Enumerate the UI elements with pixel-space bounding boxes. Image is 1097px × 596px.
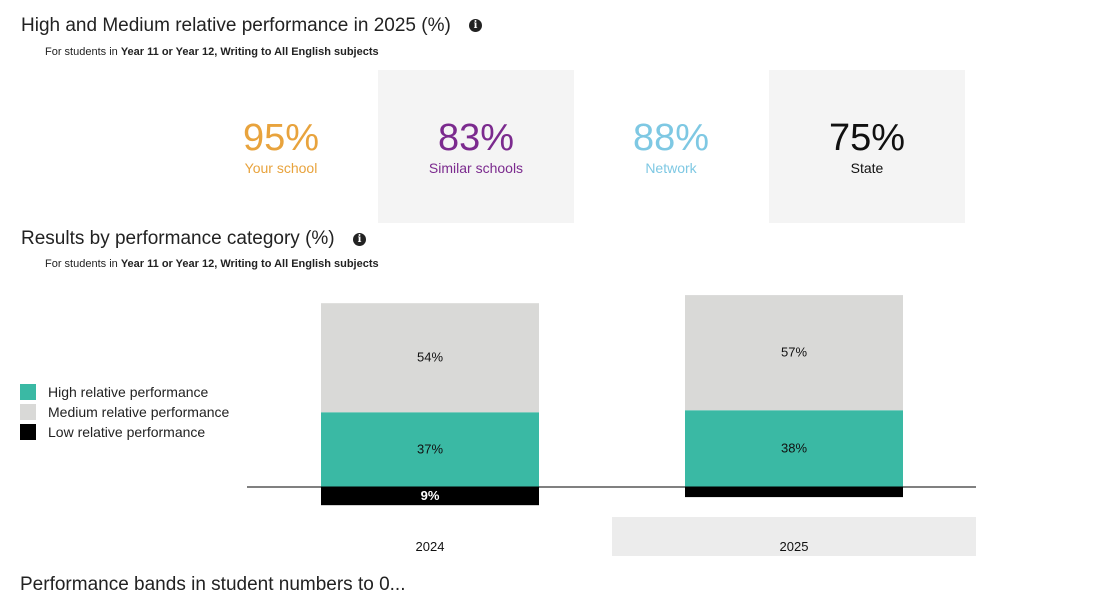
results-subtitle: For students in Year 11 or Year 12, Writ… (45, 258, 379, 270)
results-title: Results by performance category (%) (21, 228, 335, 249)
data-label: 9% (421, 488, 440, 503)
stat-label: Similar schools (428, 160, 524, 176)
next-section-title: Performance bands in student numbers to … (20, 574, 406, 595)
stat-label: State (850, 160, 884, 176)
legend-swatch (20, 424, 36, 440)
legend-item-medium[interactable]: Medium relative performance (20, 402, 229, 422)
stat-network: 88% Network (573, 70, 769, 223)
bar-segment (321, 303, 539, 413)
info-icon[interactable]: i (469, 19, 482, 32)
summary-title: High and Medium relative performance in … (21, 15, 451, 36)
info-icon[interactable]: i (353, 233, 366, 246)
legend-item-low[interactable]: Low relative performance (20, 422, 229, 442)
category-highlight (612, 517, 976, 556)
stat-your-school: 95% Your school (183, 70, 379, 223)
stat-state: 75% State (769, 70, 965, 223)
stacked-bar-chart: 37% 54% 9% 2024 38% 57% 2025 (247, 295, 976, 556)
stat-label: Your school (244, 160, 318, 176)
legend-item-high[interactable]: High relative performance (20, 382, 229, 402)
x-tick-label: 2024 (416, 539, 445, 554)
bar-segment (685, 410, 903, 487)
stat-value: 83% (437, 117, 515, 159)
legend-swatch (20, 384, 36, 400)
data-label: 54% (417, 350, 443, 365)
data-label: 57% (781, 345, 807, 360)
stat-similar-schools: 83% Similar schools (378, 70, 574, 223)
bar-segment (321, 412, 539, 487)
stat-value: 95% (242, 117, 320, 159)
stat-value: 88% (632, 117, 710, 159)
chart-legend: High relative performance Medium relativ… (20, 382, 229, 442)
bar-segment (321, 487, 539, 506)
x-tick-label: 2025 (780, 539, 809, 554)
bar-segment (685, 295, 903, 411)
stat-label: Network (645, 160, 697, 176)
summary-subtitle: For students in Year 11 or Year 12, Writ… (45, 46, 379, 58)
legend-swatch (20, 404, 36, 420)
stat-value: 75% (828, 117, 906, 159)
bar-segment (685, 487, 903, 498)
data-label: 38% (781, 441, 807, 456)
data-label: 37% (417, 442, 443, 457)
